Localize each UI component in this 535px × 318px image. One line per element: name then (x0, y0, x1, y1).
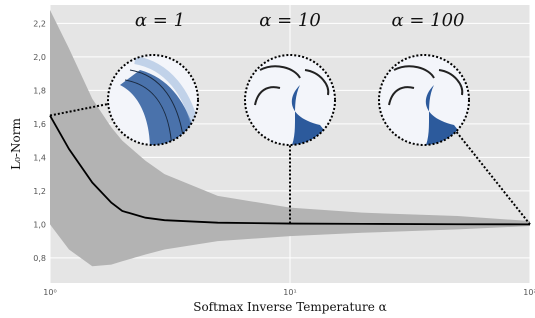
y-tick-label: 1,2 (33, 187, 46, 196)
inset (108, 55, 474, 150)
x-axis-label: Softmax Inverse Temperature α (193, 300, 387, 314)
y-tick-label: 0,8 (33, 254, 46, 263)
y-tick-label: 2,2 (33, 19, 46, 28)
x-tick-label: 10¹ (283, 288, 296, 297)
y-tick-label: 1,6 (33, 120, 46, 129)
chart: α = 1 α = 10 α = 100 Softmax Inverse Tem… (0, 0, 535, 318)
y-tick-label: 1,8 (33, 86, 46, 95)
x-tick-label: 10² (523, 288, 535, 297)
annotation: α = 100 (391, 10, 464, 31)
y-tick-label: 1,0 (33, 220, 46, 229)
y-tick-label: 1,4 (33, 153, 46, 162)
annotation: α = 1 (135, 10, 185, 31)
annotation: α = 10 (259, 10, 321, 31)
y-axis-label: L₀-Norm (9, 118, 23, 170)
x-tick-label: 10⁰ (43, 288, 56, 297)
y-tick-label: 2,0 (33, 53, 46, 62)
page: {"chart_data":{"type":"line","x_label":"… (0, 0, 535, 318)
